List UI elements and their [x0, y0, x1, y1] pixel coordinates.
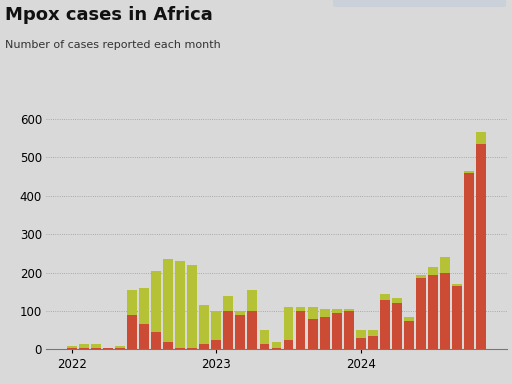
- Bar: [236, 315, 245, 349]
- Bar: [319, 317, 330, 349]
- Bar: [392, 298, 402, 303]
- Bar: [211, 311, 221, 340]
- Bar: [464, 173, 474, 349]
- Bar: [260, 344, 269, 349]
- Bar: [440, 273, 450, 349]
- Bar: [199, 305, 209, 344]
- Bar: [211, 340, 221, 349]
- Bar: [295, 307, 306, 311]
- Legend: Democratic Rep. of Congo, Other African nations
with reported cases: Democratic Rep. of Congo, Other African …: [333, 0, 506, 7]
- Bar: [476, 132, 486, 144]
- Bar: [271, 342, 282, 348]
- Bar: [175, 348, 185, 349]
- Bar: [308, 319, 317, 349]
- Bar: [187, 265, 197, 348]
- Bar: [151, 332, 161, 349]
- Bar: [356, 330, 366, 338]
- Bar: [199, 344, 209, 349]
- Bar: [139, 324, 149, 349]
- Bar: [380, 294, 390, 300]
- Bar: [440, 257, 450, 273]
- Bar: [368, 336, 378, 349]
- Bar: [247, 290, 258, 311]
- Bar: [428, 267, 438, 275]
- Bar: [223, 296, 233, 311]
- Bar: [79, 344, 89, 348]
- Bar: [271, 348, 282, 349]
- Bar: [103, 348, 113, 349]
- Bar: [392, 303, 402, 349]
- Bar: [284, 340, 293, 349]
- Text: Mpox cases in Africa: Mpox cases in Africa: [5, 6, 213, 24]
- Bar: [332, 309, 342, 313]
- Bar: [115, 348, 125, 349]
- Bar: [452, 286, 462, 349]
- Bar: [151, 271, 161, 332]
- Bar: [127, 315, 137, 349]
- Bar: [175, 261, 185, 348]
- Bar: [404, 321, 414, 349]
- Bar: [464, 171, 474, 173]
- Bar: [404, 317, 414, 321]
- Bar: [139, 288, 149, 324]
- Bar: [319, 309, 330, 317]
- Bar: [67, 346, 77, 348]
- Bar: [416, 278, 426, 349]
- Bar: [163, 259, 173, 342]
- Bar: [308, 307, 317, 319]
- Bar: [295, 311, 306, 349]
- Bar: [260, 330, 269, 344]
- Bar: [416, 275, 426, 278]
- Bar: [428, 275, 438, 349]
- Bar: [284, 307, 293, 340]
- Bar: [356, 338, 366, 349]
- Bar: [223, 311, 233, 349]
- Bar: [247, 311, 258, 349]
- Bar: [344, 309, 354, 311]
- Bar: [368, 330, 378, 336]
- Bar: [163, 342, 173, 349]
- Bar: [476, 144, 486, 349]
- Bar: [115, 346, 125, 348]
- Text: Number of cases reported each month: Number of cases reported each month: [5, 40, 221, 50]
- Bar: [187, 348, 197, 349]
- Bar: [236, 311, 245, 315]
- Bar: [452, 284, 462, 286]
- Bar: [79, 348, 89, 349]
- Bar: [91, 344, 101, 348]
- Bar: [380, 300, 390, 349]
- Bar: [332, 313, 342, 349]
- Bar: [91, 348, 101, 349]
- Bar: [67, 348, 77, 349]
- Bar: [344, 311, 354, 349]
- Bar: [127, 290, 137, 315]
